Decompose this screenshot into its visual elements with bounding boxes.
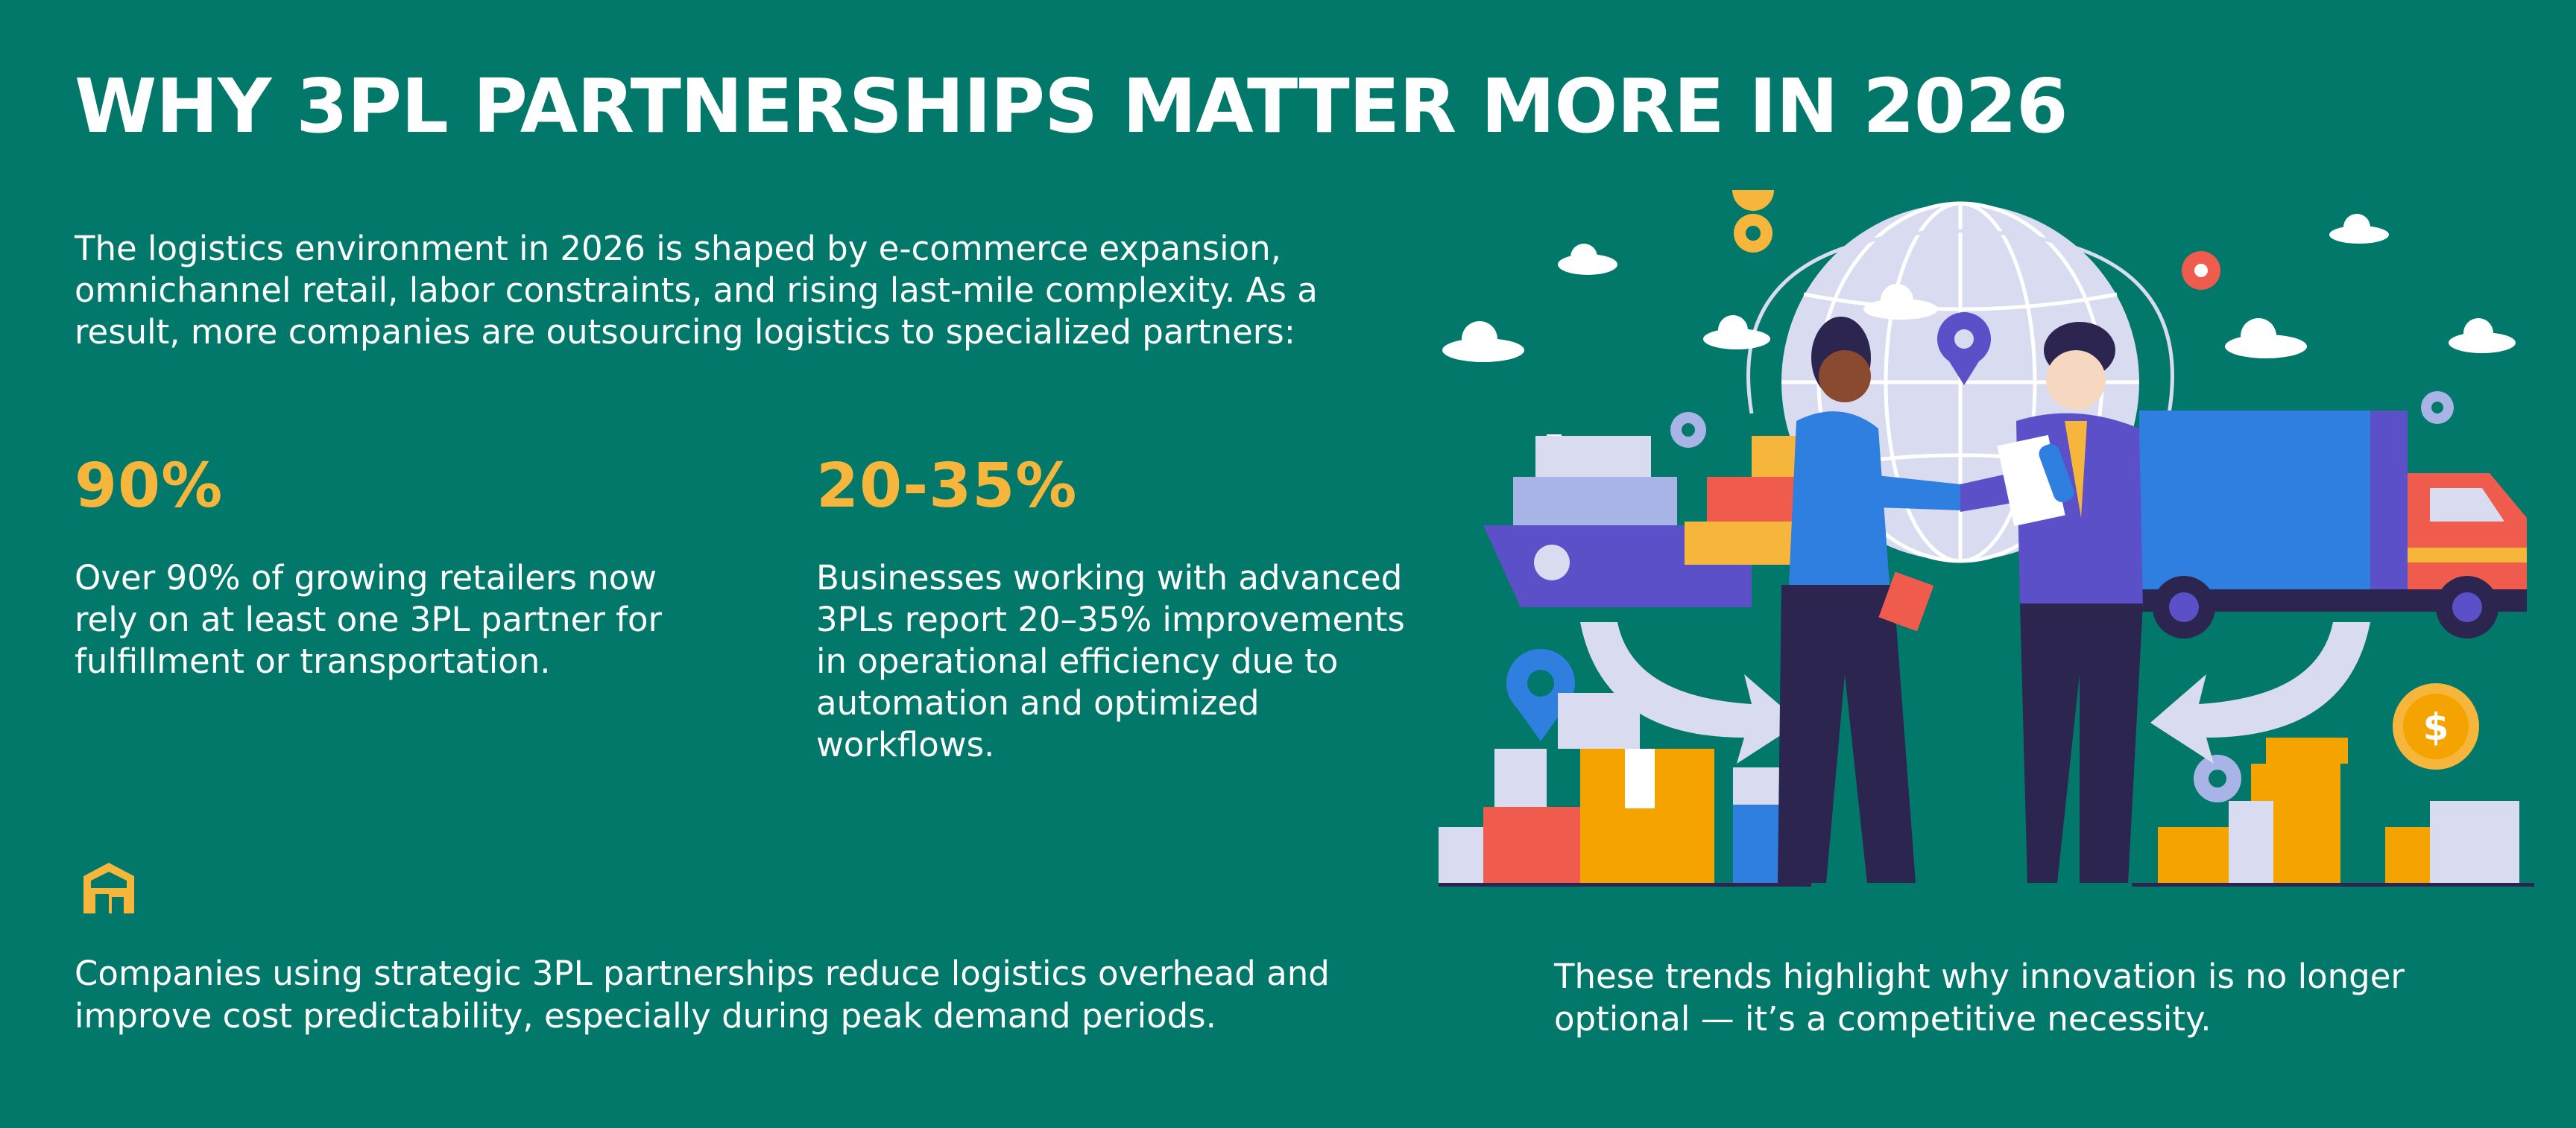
- intro-paragraph: The logistics environment in 2026 is sha…: [75, 229, 1318, 352]
- page-title: WHY 3PL PARTNERSHIPS MATTER MORE IN 2026: [75, 63, 2068, 150]
- cargo-ship-icon: [1483, 434, 1811, 607]
- warehouse-box-icon: [83, 863, 134, 913]
- stat-text-efficiency: Businesses working with advanced 3PLs re…: [816, 558, 1405, 764]
- bottom-left-text: Companies using strategic 3PL partnershi…: [75, 954, 1330, 1036]
- stat-value-efficiency: 20-35%: [816, 451, 1078, 522]
- bottom-right-text: These trends highlight why innovation is…: [1554, 957, 2405, 1039]
- business-handshake: [1778, 317, 2143, 883]
- delivery-truck-icon: [2139, 411, 2527, 639]
- cloud-icon: [1442, 214, 2516, 362]
- stat-value-retailers: 90%: [75, 451, 224, 522]
- svg-text:$: $: [2423, 706, 2449, 749]
- logistics-illustration: $: [1439, 190, 2534, 887]
- coin-icon: $: [2393, 683, 2479, 770]
- stat-text-retailers: Over 90% of growing retailers now rely o…: [75, 558, 663, 681]
